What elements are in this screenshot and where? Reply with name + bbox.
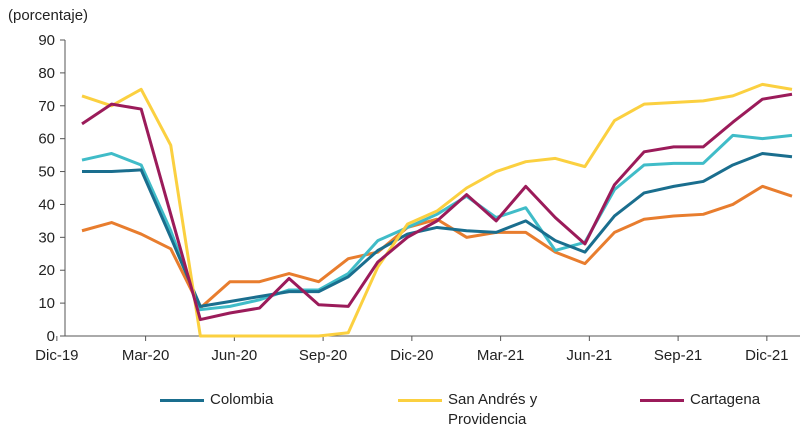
y-tick-label: 60 (38, 131, 55, 148)
x-tick-label: Sep-20 (299, 347, 347, 364)
x-tick-label: Dic-20 (390, 347, 433, 364)
y-tick-label: 40 (38, 196, 55, 213)
x-tick-label: Dic-21 (745, 347, 788, 364)
y-tick-label: 80 (38, 65, 55, 82)
legend-swatch (398, 399, 442, 402)
series-line (82, 151, 793, 308)
y-tick-label: 90 (38, 32, 55, 49)
legend-swatch (640, 399, 684, 402)
series-line (81, 133, 793, 312)
legend-item: Colombia (160, 390, 310, 410)
series-line (81, 92, 793, 322)
series-line (81, 82, 793, 338)
x-tick-label: Jun-20 (211, 347, 257, 364)
legend-swatch (160, 399, 204, 402)
series-line (81, 184, 793, 310)
x-tick-label: Sep-21 (654, 347, 702, 364)
x-tick-label: Jun-21 (566, 347, 612, 364)
x-tick-label: Mar-21 (477, 347, 525, 364)
legend-label: Colombia (210, 391, 274, 408)
legend-label: San Andrés y Providencia (448, 391, 538, 428)
legend-item: San Andrés y Providencia (398, 390, 548, 429)
legend-label: Cartagena (690, 391, 761, 408)
x-tick-label: Dic-19 (35, 347, 78, 364)
legend-item: Cartagena (640, 390, 790, 410)
y-tick-label: 50 (38, 164, 55, 181)
y-tick-label: 70 (38, 98, 55, 115)
y-tick-label: 30 (38, 229, 55, 246)
y-tick-label: 0 (47, 328, 55, 345)
x-tick-label: Mar-20 (122, 347, 170, 364)
y-tick-label: 20 (38, 262, 55, 279)
y-tick-label: 10 (38, 295, 55, 312)
y-axis-label: (porcentaje) (8, 7, 88, 24)
